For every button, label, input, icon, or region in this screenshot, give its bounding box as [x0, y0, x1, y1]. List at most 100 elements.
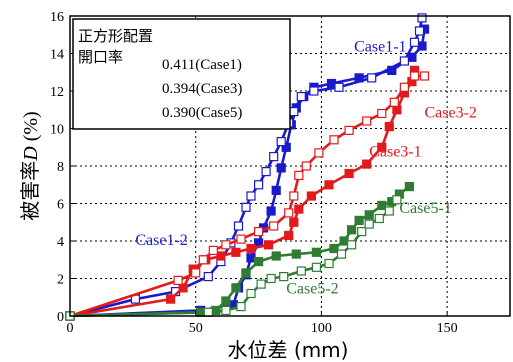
y-axis-label-prefix: 被害率	[18, 161, 42, 221]
legend-box: 正方形配置 開口率 0.411(Case1) 0.394(Case3) 0.39…	[72, 18, 291, 130]
data-point	[384, 121, 394, 132]
x-axis-label: 水位差 (mm)	[228, 338, 349, 362]
series-layer	[65, 13, 430, 321]
data-point	[289, 217, 299, 227]
y-axis-label-suffix: (%)	[20, 111, 42, 146]
data-point	[246, 288, 256, 299]
data-point	[221, 296, 231, 306]
data-point	[266, 273, 276, 284]
data-point	[311, 247, 321, 257]
data-point	[344, 168, 354, 179]
data-point	[269, 152, 279, 162]
data-point	[246, 253, 256, 263]
data-point	[236, 302, 246, 312]
legend-row-case1: 0.411(Case1)	[162, 57, 242, 73]
legend-row-label: 開口率	[78, 48, 123, 66]
data-point	[301, 161, 311, 171]
series-line-case3-2	[69, 74, 425, 318]
y-tick-label: 0	[57, 310, 64, 325]
data-point	[266, 206, 276, 216]
legend-title: 正方形配置	[78, 27, 153, 45]
data-point	[241, 202, 251, 212]
series-label-case1-1: Case1-1	[354, 39, 406, 56]
data-point	[389, 97, 399, 107]
data-point	[311, 262, 321, 272]
data-point	[198, 255, 208, 265]
data-point	[377, 142, 387, 152]
data-point	[294, 170, 304, 180]
series-label-case1-2: Case1-2	[135, 232, 187, 249]
y-tick-label: 4	[57, 235, 64, 250]
data-point	[306, 191, 316, 201]
data-point	[254, 227, 264, 237]
series-label-case5-1: Case5-1	[399, 200, 451, 217]
data-point	[329, 135, 339, 145]
data-point	[241, 268, 251, 278]
data-point	[399, 82, 409, 92]
data-point	[417, 41, 427, 51]
series-labels: Case1-1 Case1-2 Case3-2 Case3-1 Case5-1 Case5…	[135, 39, 477, 298]
data-point	[261, 167, 271, 177]
data-point	[291, 249, 301, 259]
data-point	[256, 279, 266, 289]
data-point	[409, 71, 420, 81]
data-point	[367, 73, 377, 83]
data-point	[269, 221, 279, 231]
data-point	[233, 221, 244, 231]
data-point	[392, 105, 402, 115]
series-label-case5-2: Case5-2	[286, 281, 338, 298]
data-point	[231, 247, 241, 257]
data-point	[339, 236, 349, 246]
series-case5-2	[65, 195, 402, 321]
x-tick-label: 50	[189, 321, 203, 336]
data-point	[289, 191, 299, 201]
data-point	[254, 180, 264, 190]
data-point	[314, 148, 324, 158]
data-point	[221, 240, 231, 250]
data-point	[284, 208, 294, 218]
series-label-case3-2: Case3-2	[425, 104, 477, 121]
y-axis-label-var: D	[20, 146, 42, 162]
data-point	[264, 240, 274, 250]
legend-frame	[72, 18, 291, 130]
data-point	[347, 225, 357, 235]
data-point	[336, 249, 347, 259]
data-point	[404, 182, 414, 192]
data-point	[414, 26, 425, 36]
data-point	[284, 230, 294, 240]
legend-row-case5: 0.390(Case5)	[162, 105, 242, 121]
data-point	[399, 56, 409, 66]
data-point	[296, 91, 306, 102]
y-tick-label: 2	[57, 273, 64, 288]
data-point	[347, 240, 357, 250]
data-point	[324, 258, 334, 269]
data-point	[216, 251, 226, 261]
data-point	[271, 185, 281, 195]
y-tick-label: 16	[50, 10, 64, 25]
data-point	[334, 82, 344, 92]
data-point	[364, 219, 374, 229]
y-tick-label: 10	[50, 123, 64, 138]
data-point	[166, 294, 176, 304]
data-point	[173, 275, 183, 285]
data-point	[271, 251, 281, 261]
data-point	[409, 37, 420, 47]
ticks: 0 2 4 6 8 10 12 14 16 0 50 100 150	[50, 10, 458, 336]
x-tick-label: 100	[311, 321, 332, 336]
data-point	[279, 272, 289, 282]
data-point	[191, 268, 201, 278]
data-point	[344, 125, 354, 136]
data-point	[294, 204, 304, 214]
data-point	[276, 163, 286, 173]
data-point	[221, 305, 231, 315]
legend-row-case3: 0.394(Case3)	[162, 81, 242, 97]
data-point	[289, 106, 299, 117]
data-point	[377, 108, 387, 119]
data-point	[276, 137, 286, 147]
data-point	[281, 142, 291, 152]
data-point	[203, 307, 213, 317]
y-tick-label: 8	[57, 160, 64, 175]
data-point	[324, 180, 334, 190]
data-point	[329, 243, 339, 254]
